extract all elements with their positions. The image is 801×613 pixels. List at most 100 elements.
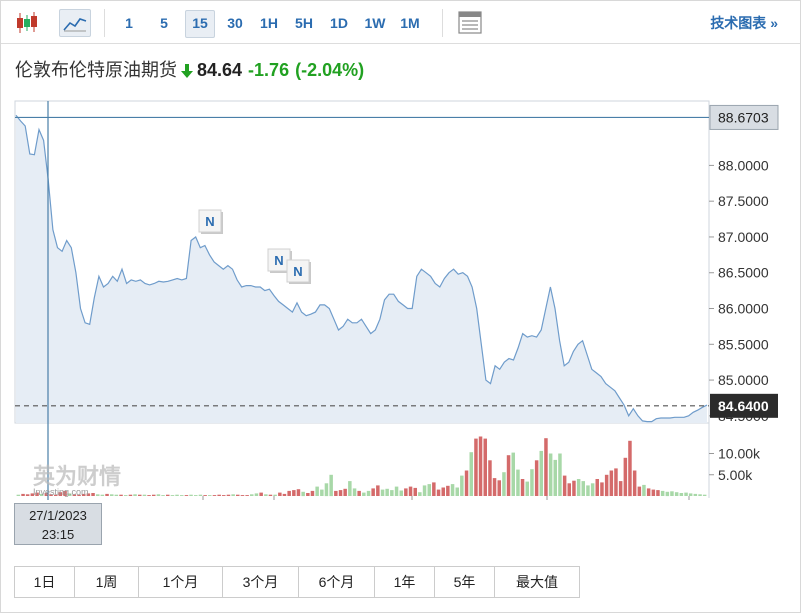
volume-bar <box>278 492 282 496</box>
volume-bar <box>110 494 114 496</box>
volume-bar <box>72 494 77 496</box>
volume-bar <box>520 479 525 496</box>
interval-5h-button[interactable]: 5H <box>295 15 313 31</box>
volume-bar <box>684 492 688 496</box>
volume-bar <box>679 493 684 496</box>
volume-bar <box>147 495 151 496</box>
interval-5-button[interactable]: 5 <box>160 15 168 31</box>
volume-bar <box>63 490 67 496</box>
volume-bar <box>399 490 403 496</box>
table-view-icon[interactable] <box>456 10 484 36</box>
volume-bar <box>413 487 417 496</box>
volume-bar <box>455 487 459 496</box>
volume-bar <box>483 438 487 496</box>
volume-bar <box>604 474 609 497</box>
volume-bar <box>21 493 25 496</box>
interval-30-button[interactable]: 30 <box>227 15 243 31</box>
volume-bar <box>530 469 534 496</box>
volume-bar <box>16 494 21 496</box>
last-price: 84.64 <box>197 60 243 80</box>
volume-bar <box>385 488 389 496</box>
interval-1h-button[interactable]: 1H <box>260 15 278 31</box>
interval-1d-button[interactable]: 1D <box>330 15 348 31</box>
last-price-box <box>710 393 778 418</box>
volume-bar <box>170 495 175 496</box>
volume-bar <box>180 495 184 496</box>
volume-bar <box>310 490 315 496</box>
volume-bar <box>320 489 324 496</box>
volume-bar <box>581 481 585 496</box>
volume-bar <box>478 436 483 496</box>
range-max-button[interactable]: 最大值 <box>516 574 558 590</box>
price-tick-label: 88.0000 <box>718 157 769 173</box>
volume-bar <box>408 486 413 496</box>
volume-bar <box>68 493 72 496</box>
volume-bar <box>390 490 394 496</box>
volume-bar <box>548 453 553 496</box>
volume-bar <box>450 484 455 496</box>
volume-bar <box>460 475 464 496</box>
volume-bar <box>175 494 179 496</box>
range-selector: 1日 1周 1个月 3个月 6个月 1年 5年 最大值 <box>14 566 580 598</box>
volume-bar <box>362 492 366 496</box>
volume-bar <box>609 470 614 496</box>
range-1w-button[interactable]: 1周 <box>75 567 139 597</box>
volume-bar <box>259 492 263 496</box>
volume-bar <box>469 452 473 496</box>
volume-bar <box>264 494 268 496</box>
volume-bar <box>623 457 628 497</box>
volume-bar <box>376 485 380 496</box>
interval-15-button[interactable]: 15 <box>185 10 215 38</box>
range-1y-button[interactable]: 1年 <box>375 567 435 597</box>
volume-bar <box>366 490 371 496</box>
volume-bar <box>338 490 343 496</box>
range-3m-button[interactable]: 3个月 <box>223 567 299 597</box>
interval-1m-button[interactable]: 1M <box>400 15 420 31</box>
interval-1w-button[interactable]: 1W <box>364 15 386 31</box>
volume-bar <box>301 491 305 497</box>
range-1d-button[interactable]: 1日 <box>15 567 75 597</box>
volume-bar <box>422 485 427 496</box>
range-6m-button[interactable]: 6个月 <box>299 567 375 597</box>
price-tick-label: 86.0000 <box>718 301 769 317</box>
volume-bar <box>702 494 707 496</box>
volume-bar <box>105 493 109 496</box>
area-chart-icon[interactable] <box>59 9 91 37</box>
crosshair-date-label: 27/1/2023 23:15 <box>14 503 102 545</box>
technical-chart-link[interactable]: 技术图表 » <box>710 15 778 31</box>
volume-bar <box>497 480 501 496</box>
crosshair-price-label: 88.6703 <box>718 109 769 125</box>
volume-bar <box>646 488 651 496</box>
volume-bar <box>534 460 539 496</box>
volume-bar <box>100 494 105 496</box>
volume-bar <box>86 493 91 496</box>
volume-bar <box>138 494 142 496</box>
volume-bar <box>128 494 133 496</box>
interval-1-button[interactable]: 1 <box>125 15 133 31</box>
volume-bar <box>245 495 249 496</box>
volume-bar <box>539 450 543 496</box>
range-1m-button[interactable]: 1个月 <box>139 567 223 597</box>
range-5y-button[interactable]: 5年 <box>435 567 495 597</box>
volume-bar <box>441 487 445 496</box>
volume-bar <box>436 489 441 496</box>
price-chart[interactable]: 88.0000 87.5000 87.0000 86.5000 86.0000 85.50… <box>0 0 801 500</box>
volume-bar <box>656 490 660 496</box>
volume-bar <box>282 493 287 496</box>
volume-bar <box>222 495 226 496</box>
price-tick-label: 86.5000 <box>718 265 769 281</box>
volume-bar <box>124 495 128 496</box>
volume-bar <box>268 494 273 496</box>
instrument-name: 伦敦布伦特原油期货 <box>15 60 177 80</box>
volume-bar <box>688 493 693 496</box>
volume-bar <box>315 486 319 496</box>
volume-bar <box>161 495 165 496</box>
volume-bar <box>380 489 385 496</box>
candlestick-chart-icon[interactable] <box>13 10 41 36</box>
volume-bar <box>77 494 81 496</box>
news-marker <box>198 209 222 233</box>
volume-bar <box>287 490 291 496</box>
volume-bar <box>292 490 296 496</box>
volume-bar <box>217 494 221 496</box>
volume-bar <box>306 493 310 496</box>
